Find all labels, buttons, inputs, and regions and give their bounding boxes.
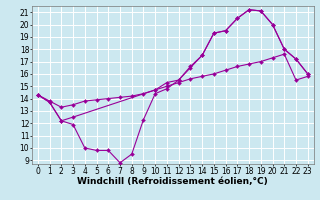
X-axis label: Windchill (Refroidissement éolien,°C): Windchill (Refroidissement éolien,°C) bbox=[77, 177, 268, 186]
